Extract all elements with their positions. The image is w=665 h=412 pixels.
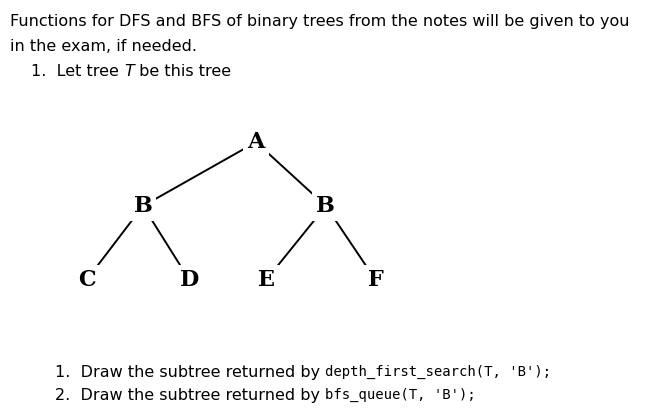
Text: C: C: [78, 269, 95, 291]
Text: 1.  Draw the subtree returned by: 1. Draw the subtree returned by: [55, 365, 325, 379]
Text: in the exam, if needed.: in the exam, if needed.: [10, 39, 197, 54]
Text: bfs_queue(T, 'B');: bfs_queue(T, 'B');: [325, 388, 475, 402]
Text: B: B: [317, 195, 335, 217]
Text: 2.  Draw the subtree returned by: 2. Draw the subtree returned by: [55, 388, 325, 403]
Text: D: D: [180, 269, 199, 291]
Text: E: E: [257, 269, 275, 291]
Text: depth_first_search(T, 'B');: depth_first_search(T, 'B');: [325, 365, 551, 379]
Text: F: F: [368, 269, 384, 291]
Text: A: A: [247, 131, 265, 153]
Text: B: B: [134, 195, 152, 217]
Text: be this tree: be this tree: [134, 64, 231, 79]
Text: 1.  Let tree: 1. Let tree: [31, 64, 124, 79]
Text: T: T: [124, 64, 134, 79]
Text: Functions for DFS and BFS of binary trees from the notes will be given to you: Functions for DFS and BFS of binary tree…: [10, 14, 630, 29]
